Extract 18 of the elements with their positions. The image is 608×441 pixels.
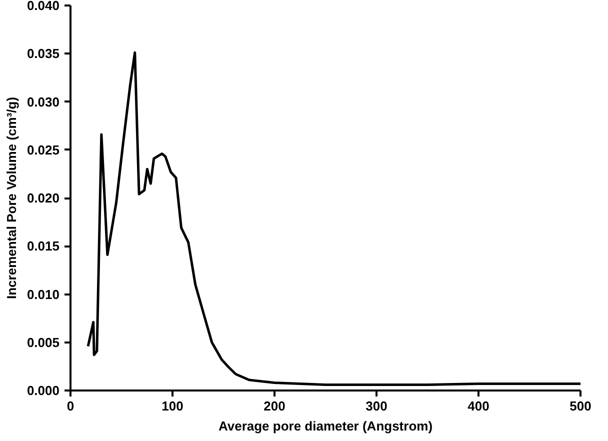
y-tick-label: 0.035 (26, 46, 60, 62)
line-series (86, 51, 580, 386)
y-tick-label: 0.015 (26, 238, 60, 254)
y-tick-label: 0.020 (26, 190, 60, 206)
x-tick-label: 500 (570, 398, 592, 414)
y-tick-label: 0.025 (26, 142, 60, 158)
x-tick-label: 0 (66, 398, 74, 414)
x-axis-title: Average pore diameter (Angstrom) (218, 418, 433, 434)
y-axis-title: Incremental Pore Volume (cm³/g) (4, 96, 19, 300)
x-tick-label: 400 (468, 398, 490, 414)
x-tick-label: 200 (264, 398, 286, 414)
y-tick-label: 0.010 (26, 286, 60, 302)
y-tick-label: 0.040 (26, 0, 60, 13)
y-tick-label: 0.000 (26, 383, 60, 398)
x-tick-label: 300 (366, 398, 388, 414)
y-tick-label: 0.005 (26, 334, 60, 350)
x-tick-label: 100 (162, 398, 184, 414)
y-tick-label: 0.030 (26, 94, 60, 110)
